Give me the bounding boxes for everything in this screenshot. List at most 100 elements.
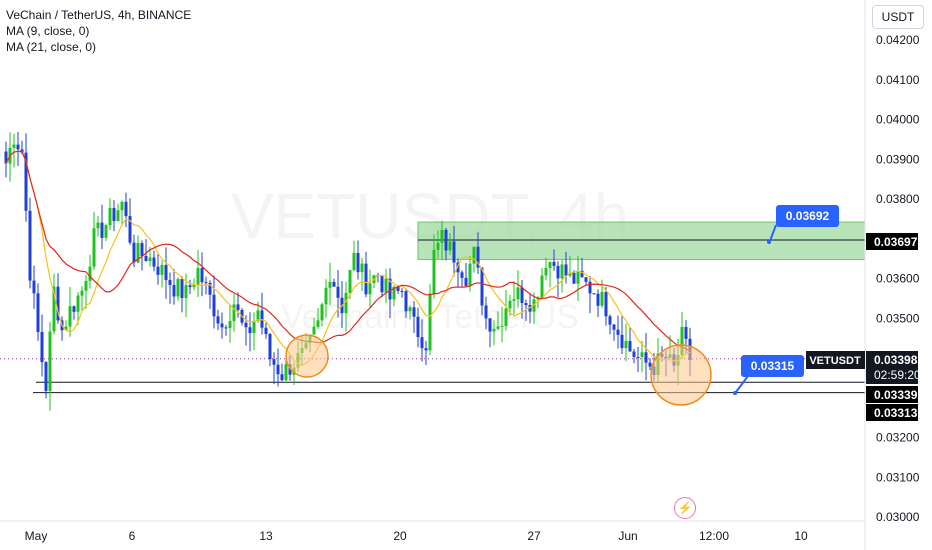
candle-body <box>88 266 92 281</box>
candle-body <box>424 348 428 351</box>
candle-body <box>80 290 84 296</box>
candle-body <box>592 293 596 295</box>
ma21-line[interactable] <box>5 150 691 352</box>
candle-body <box>504 308 508 326</box>
candle-body <box>52 286 56 332</box>
candle-body <box>196 268 200 285</box>
callout-upper[interactable]: 0.03692 <box>767 205 839 244</box>
candle-body <box>168 280 172 286</box>
time-axis[interactable]: May 6 13 20 27 Jun 12:00 10 <box>25 529 808 543</box>
price-tick-label: 0.04000 <box>876 113 920 127</box>
candle-body <box>428 293 432 351</box>
bar-countdown-label: 02:59:20 <box>874 368 921 382</box>
candle-body <box>388 278 392 300</box>
time-tick-label: 20 <box>393 529 407 543</box>
price-tick-label: 0.03200 <box>876 431 920 445</box>
candle-body <box>468 263 472 286</box>
candle-body <box>476 246 480 268</box>
price-tick-label: 0.03900 <box>876 152 920 166</box>
candle-body <box>256 310 260 322</box>
candle-body <box>4 151 8 164</box>
ma9-legend[interactable]: MA (9, close, 0) <box>6 24 90 38</box>
candle-body <box>412 307 416 317</box>
candle-body <box>24 152 28 211</box>
price-tick-label: 0.04100 <box>876 73 920 87</box>
candle-body <box>496 326 500 329</box>
candle-body <box>140 243 144 256</box>
candle-body <box>184 285 188 298</box>
time-tick-label: 10 <box>794 529 808 543</box>
horizontal-levels <box>0 239 865 394</box>
candle-body <box>252 321 256 334</box>
candle-body <box>100 222 104 238</box>
ma21-legend[interactable]: MA (21, close, 0) <box>6 40 97 54</box>
candle-body <box>336 286 340 298</box>
callout-lower[interactable]: 0.03315 <box>733 355 804 395</box>
candle-body <box>440 229 444 243</box>
symbol-title[interactable]: VeChain / TetherUS, 4h, BINANCE <box>6 8 192 22</box>
level-label-03313: 0.03313 <box>874 406 918 420</box>
highlight-circle-left[interactable] <box>285 334 329 378</box>
candle-body <box>400 290 404 292</box>
candle-body <box>564 264 568 276</box>
candle-body <box>68 306 72 327</box>
candle-body <box>192 284 196 288</box>
candle-body <box>36 293 40 333</box>
candle-body <box>624 341 628 349</box>
candle-body <box>348 270 352 293</box>
candle-body <box>620 334 624 349</box>
candle-body <box>224 327 228 329</box>
candle-body <box>160 265 164 275</box>
candle-body <box>312 326 316 335</box>
candle-body <box>200 268 204 283</box>
candle-body <box>484 305 488 319</box>
candle-body <box>464 277 468 286</box>
candle-body <box>648 362 652 367</box>
candle-body <box>172 285 176 297</box>
symbol-price-tag: VETUSDT <box>806 351 865 369</box>
candle-body <box>332 281 336 287</box>
candle-body <box>316 320 320 327</box>
candle-body <box>460 272 464 278</box>
candle-body <box>452 241 456 263</box>
level-tag-03697: 0.03697 <box>866 233 918 250</box>
candle-body <box>608 316 612 325</box>
candle-body <box>448 241 452 251</box>
lightning-icon[interactable]: ⚡ <box>674 497 696 519</box>
last-price-label: 0.03398 <box>874 353 918 367</box>
ma9-line[interactable] <box>5 150 691 366</box>
candle-body <box>572 272 576 284</box>
candle-body <box>472 246 476 264</box>
candle-body <box>180 278 184 298</box>
candle-body <box>124 201 128 217</box>
candle-body <box>604 291 608 317</box>
resistance-zone[interactable] <box>417 221 866 260</box>
price-axis[interactable]: 0.04200 0.04100 0.04000 0.03900 0.03800 0.036… <box>876 33 920 524</box>
candle-body <box>56 286 60 321</box>
level-label-03339: 0.03339 <box>874 388 918 402</box>
candle-body <box>600 291 604 306</box>
candle-body <box>588 281 592 294</box>
candle-body <box>552 261 556 266</box>
candle-body <box>204 282 208 284</box>
candle-body <box>188 285 192 288</box>
candle-body <box>580 270 584 278</box>
candle-body <box>684 326 688 339</box>
candle-body <box>352 252 356 271</box>
currency-selector[interactable]: USDT <box>872 5 924 29</box>
candle-body <box>12 144 16 148</box>
candle-body <box>44 362 48 391</box>
candle-body <box>544 267 548 276</box>
candle-body <box>64 326 68 331</box>
candle-body <box>84 280 88 291</box>
candle-body <box>344 292 348 314</box>
candle-body <box>488 318 492 332</box>
candle-body <box>444 229 448 251</box>
highlight-circle-right[interactable] <box>650 344 712 406</box>
candle-body <box>524 303 528 306</box>
candle-body <box>280 374 284 381</box>
candle-body <box>272 359 276 365</box>
candle-body <box>680 326 684 356</box>
callout-lower-label: 0.03315 <box>751 359 795 373</box>
